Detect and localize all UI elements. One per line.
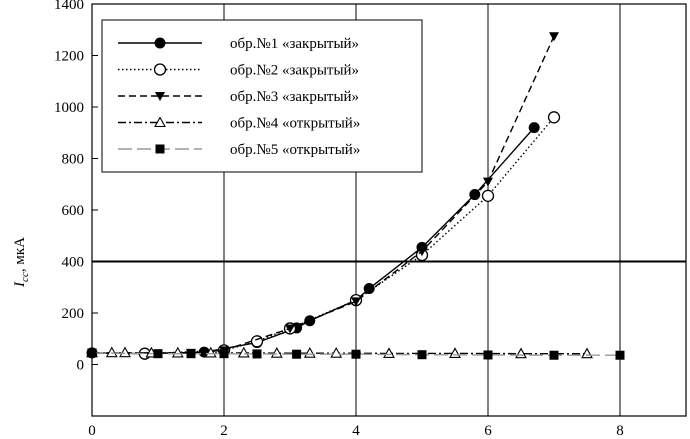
y-tick-label-4: 800: [62, 152, 85, 168]
y-tick-label-7: 1400: [54, 0, 84, 13]
series-5-point-1: [153, 349, 163, 359]
x-tick-label-1: 2: [220, 423, 228, 439]
series-3-point-3: [285, 324, 295, 334]
axis-ticks: 0 200 400 600 800 1000 1200 1400 0 2 4 6 8: [54, 0, 624, 439]
legend-label-4: обр.№4 «открытый»: [230, 116, 360, 132]
series-5-point-4: [252, 349, 262, 359]
y-tick-label-3: 600: [62, 203, 85, 219]
series-5-point-3: [219, 349, 229, 359]
series-4-point-10: [383, 347, 395, 358]
series-4-point-4: [171, 346, 184, 358]
series-1-point-9: [469, 189, 481, 201]
x-tick-label-0: 0: [88, 423, 96, 439]
series-4-point-2: [119, 346, 131, 358]
series-5-point-8: [483, 350, 493, 360]
legend-marker-5: [155, 144, 165, 154]
y-axis-label: Icc, мкА: [12, 237, 31, 288]
series-4-point-7: [270, 347, 283, 358]
series-4-point-9: [330, 347, 343, 358]
series-3-line: [92, 35, 555, 354]
y-tick-label-5: 1000: [54, 100, 84, 116]
y-axis-label-unit: , мкА: [12, 237, 28, 272]
series-4-point-6: [237, 346, 250, 358]
series-5-point-10: [615, 350, 625, 360]
y-tick-label-1: 200: [62, 306, 85, 322]
series-4-line: [92, 351, 587, 355]
series-4-point-1: [105, 346, 118, 358]
x-tick-label-2: 4: [352, 423, 360, 439]
y-axis-label-sub: cc: [19, 272, 31, 282]
legend-marker-3: [155, 92, 165, 101]
y-axis-label-main: I: [12, 281, 28, 288]
series-5-point-2: [186, 349, 196, 359]
legend-label-2: обр.№2 «закрытый»: [230, 63, 359, 79]
series-1-point-7: [363, 283, 375, 295]
series-5-line: [91, 352, 620, 356]
series-2-point-7: [547, 111, 561, 124]
legend-marker-2: [153, 63, 167, 76]
legend-label-5: обр.№5 «открытый»: [230, 142, 360, 158]
series-3-point-7: [549, 32, 559, 42]
series-5-point-9: [549, 350, 559, 360]
legend-label-1: обр.№1 «закрытый»: [230, 36, 359, 52]
legend-label-3: обр.№3 «закрытый»: [230, 89, 359, 105]
x-tick-label-4: 8: [616, 423, 624, 439]
y-tick-label-0: 0: [77, 358, 85, 374]
x-tick-label-3: 6: [484, 423, 492, 439]
series-3-point-4: [351, 297, 361, 307]
legend-marker-1: [154, 37, 166, 49]
series-5-point-7: [417, 350, 427, 360]
series-4: [86, 346, 593, 359]
series-4-point-8: [303, 347, 316, 358]
legend: обр.№1 «закрытый» обр.№2 «закрытый» обр.№3…: [101, 19, 423, 173]
series-3-point-6: [483, 177, 493, 187]
series-5-point-6: [351, 349, 361, 359]
y-tick-label-6: 1200: [54, 49, 84, 65]
series-4-point-5: [204, 346, 217, 358]
series-1-point-10: [528, 122, 540, 134]
y-tick-label-2: 400: [62, 255, 85, 271]
series-5-point-5: [292, 349, 302, 359]
series-3-point-5: [417, 247, 427, 257]
legend-marker-4: [154, 116, 166, 128]
series-2-point-6: [481, 189, 495, 202]
